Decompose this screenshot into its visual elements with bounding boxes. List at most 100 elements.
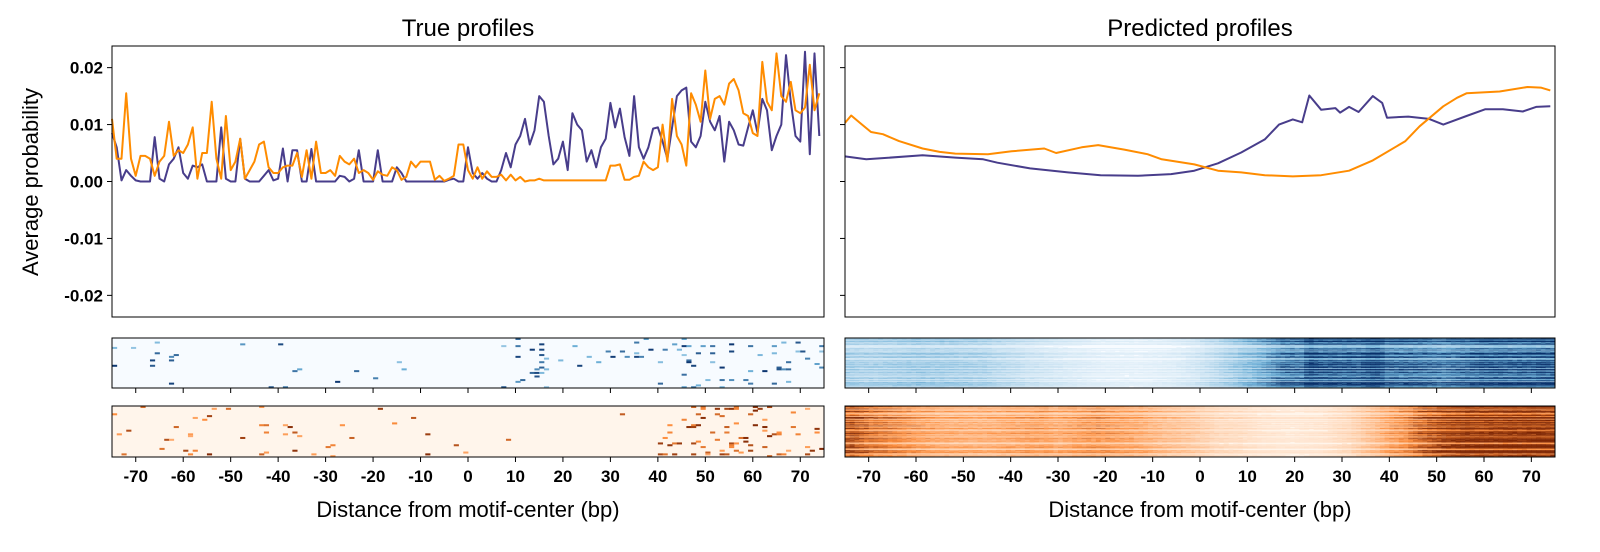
heatmap-cell: [530, 372, 535, 374]
heatmap-cell: [762, 419, 767, 421]
heatmap-cell: [729, 408, 734, 410]
x-tick-label: 10: [506, 467, 525, 486]
heatmap-cell: [691, 365, 696, 367]
heatmap-cell: [1143, 361, 1148, 362]
heatmap-cell: [710, 361, 715, 363]
heatmap-cell: [606, 351, 611, 353]
heatmap-cell: [701, 345, 706, 347]
heatmap-cell: [1176, 345, 1181, 346]
heatmap-cell: [1096, 348, 1101, 349]
heatmap-cell: [1120, 348, 1125, 349]
heatmap-cell: [292, 450, 297, 452]
heatmap-cell: [805, 446, 810, 448]
heatmap-cell: [748, 450, 753, 452]
heatmap-cell: [1143, 365, 1148, 366]
heatmap-cell: [193, 417, 198, 419]
heatmap-cell: [501, 345, 506, 347]
heatmap-cell: [1105, 344, 1110, 345]
heatmap-cell: [506, 439, 511, 441]
heatmap-cell: [705, 379, 710, 381]
heatmap-cell: [1138, 361, 1143, 362]
heatmap-background: [112, 338, 824, 388]
x-tick-label: 0: [463, 467, 472, 486]
heatmap-cell: [539, 349, 544, 351]
heatmap-cell: [1120, 341, 1125, 342]
heatmap-cell: [587, 356, 592, 358]
x-tick-label: -20: [361, 467, 386, 486]
heatmap-cell: [155, 342, 160, 344]
y-tick-label: 0.01: [70, 116, 103, 135]
heatmap-cell: [1124, 355, 1129, 356]
heatmap-cell: [1172, 350, 1177, 351]
heatmap-cell: [1120, 350, 1125, 351]
heatmap-cell: [288, 426, 293, 428]
heatmap-cell: [1148, 365, 1153, 366]
heatmap-cell: [1120, 339, 1125, 340]
heatmap-cell: [378, 408, 383, 410]
heatmap-cell: [207, 415, 212, 417]
heatmap-cell: [1077, 357, 1082, 358]
heatmap-cell: [667, 444, 672, 446]
x-tick-label: 50: [696, 467, 715, 486]
heatmap-cell: [1129, 357, 1134, 358]
heatmap-cell: [1110, 350, 1115, 351]
heatmap-cell: [1072, 357, 1077, 358]
heatmap-cell: [1091, 339, 1096, 340]
heatmap-cell: [121, 453, 126, 455]
heatmap-cell: [283, 424, 288, 426]
heatmap-cell: [705, 452, 710, 454]
heatmap-cell: [805, 408, 810, 410]
heatmap-cell: [1110, 355, 1115, 356]
heatmap-cell: [1124, 365, 1129, 366]
heatmap-cell: [777, 433, 782, 435]
heatmap-cell: [1157, 339, 1162, 340]
heatmap-cell: [805, 358, 810, 360]
heatmap-cell: [1148, 357, 1153, 358]
heatmap-cell: [515, 356, 520, 358]
heatmap-cell: [762, 430, 767, 432]
heatmap-cell: [1143, 357, 1148, 358]
heatmap-cell: [796, 342, 801, 344]
heatmap-cell: [710, 432, 715, 434]
heatmap-cell: [259, 453, 264, 455]
heatmap-cell: [1086, 357, 1091, 358]
heatmap-cell: [539, 367, 544, 369]
heatmap-cell: [397, 361, 402, 363]
heatmap-cell: [534, 372, 539, 374]
x-tick-label: -30: [313, 467, 338, 486]
x-tick-label: 30: [601, 467, 620, 486]
heatmap-cell: [340, 424, 345, 426]
heatmap-cell: [112, 413, 117, 415]
heatmap-cell: [777, 432, 782, 434]
heatmap-cell: [1101, 350, 1106, 351]
heatmap-cell: [777, 368, 782, 370]
heatmap-cell: [1063, 357, 1068, 358]
heatmap-cell: [1039, 345, 1044, 346]
strand-2-heatmap: [112, 406, 824, 462]
heatmap-cell: [1058, 345, 1063, 346]
heatmap-cell: [1167, 348, 1172, 349]
heatmap-cell: [311, 453, 316, 455]
heatmap-cell: [762, 370, 767, 372]
heatmap-cell: [710, 352, 715, 354]
heatmap-cell: [691, 426, 696, 428]
heatmap-cell: [1110, 348, 1115, 349]
heatmap-cell: [1115, 361, 1120, 362]
heatmap-cell: [1157, 344, 1162, 345]
heatmap-cell: [1134, 365, 1139, 366]
heatmap-cell: [1172, 345, 1177, 346]
heatmap-cell: [743, 441, 748, 443]
heatmap-cell: [174, 354, 179, 356]
line-strand-1: [845, 96, 1550, 176]
heatmap-cell: [748, 345, 753, 347]
x-tick-label: 20: [553, 467, 572, 486]
heatmap-cell: [207, 453, 212, 455]
heatmap-cell: [1053, 358, 1058, 359]
heatmap-cell: [1101, 355, 1106, 356]
heatmap-cell: [753, 410, 758, 412]
heatmap-cell: [1101, 341, 1106, 342]
x-tick-label: -60: [171, 467, 196, 486]
heatmap-cell: [539, 361, 544, 363]
heatmap-cell: [373, 377, 378, 379]
